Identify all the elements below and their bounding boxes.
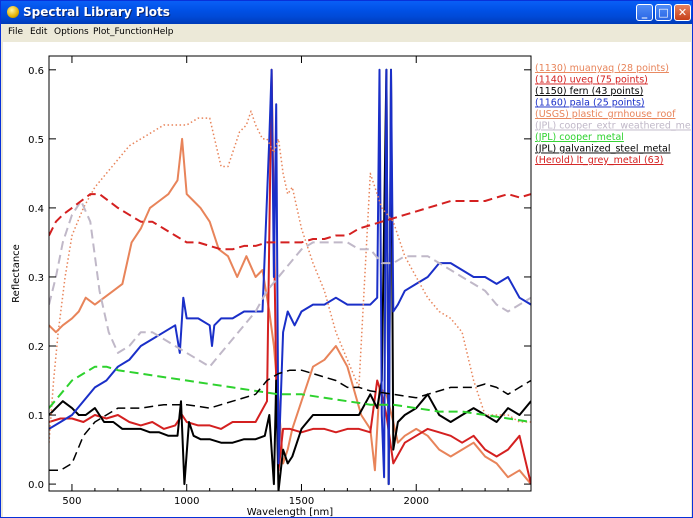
legend-entry-4: (USGS) plastic_grnhouse_roof bbox=[535, 109, 676, 120]
app-icon bbox=[7, 6, 19, 18]
maximize-button[interactable]: □ bbox=[655, 4, 672, 21]
y-tick-label-0: 0.0 bbox=[28, 480, 44, 491]
window-title: Spectral Library Plots bbox=[23, 5, 170, 19]
x-tick-label-1: 1000 bbox=[174, 496, 199, 507]
y-tick-label-4: 0.4 bbox=[28, 204, 44, 215]
minimize-button[interactable]: _ bbox=[636, 4, 653, 21]
series-line-7 bbox=[49, 369, 531, 472]
plot-frame bbox=[48, 55, 532, 492]
menu-help[interactable]: Help bbox=[153, 27, 174, 37]
menu-file[interactable]: File bbox=[8, 27, 24, 37]
series-line-1 bbox=[49, 68, 531, 485]
series-line-6 bbox=[49, 365, 531, 423]
legend-entry-6: (JPL) cooper_metal bbox=[535, 132, 624, 143]
y-tick-label-5: 0.5 bbox=[28, 135, 44, 146]
menu-plot-function[interactable]: Plot_Function bbox=[93, 27, 153, 37]
y-tick-label-3: 0.3 bbox=[28, 273, 44, 284]
spectral-chart[interactable]: 500 1000 1500 2000 0.0 0.1 0.2 0.3 0.4 0.5 0.6 Wave… bbox=[3, 42, 691, 517]
legend-entry-0: (1130) muanyaq (28 points) bbox=[535, 63, 669, 74]
series-line-4 bbox=[49, 110, 531, 443]
y-tick-label-2: 0.2 bbox=[28, 342, 44, 353]
y-axis-label: Reflectance bbox=[11, 244, 22, 303]
y-tick-label-1: 0.1 bbox=[28, 411, 44, 422]
menu-bar: File Edit Options Plot_Function Help bbox=[1, 24, 692, 41]
x-tick-label-3: 2000 bbox=[404, 496, 429, 507]
menu-options[interactable]: Options bbox=[54, 27, 89, 37]
legend-entry-7: (JPL) galvanized_steel_metal bbox=[535, 144, 671, 155]
series-line-8 bbox=[49, 193, 531, 251]
plot-area[interactable]: 500 1000 1500 2000 0.0 0.1 0.2 0.3 0.4 0.5 0.6 Wave… bbox=[3, 42, 691, 517]
legend-entry-8: (Herold) lt_grey_metal (63) bbox=[535, 155, 663, 166]
series-line-5 bbox=[49, 200, 531, 368]
y-tick-label-6: 0.6 bbox=[28, 66, 44, 77]
x-tick-label-0: 500 bbox=[62, 496, 81, 507]
x-tick-label-2: 1500 bbox=[289, 496, 314, 507]
legend-entry-2: (1150) fern (43 points) bbox=[535, 86, 643, 97]
legend-entry-1: (1140) uveq (75 points) bbox=[535, 75, 648, 86]
legend-entry-3: (1160) pala (25 points) bbox=[535, 98, 645, 109]
series-line-2 bbox=[49, 68, 531, 491]
menu-edit[interactable]: Edit bbox=[30, 27, 48, 37]
series-line-0 bbox=[49, 137, 531, 485]
title-bar[interactable]: Spectral Library Plots _ □ ✕ bbox=[1, 1, 692, 24]
series-line-3 bbox=[49, 68, 531, 486]
close-button[interactable]: ✕ bbox=[674, 4, 691, 21]
x-axis-label: Wavelength [nm] bbox=[247, 507, 333, 517]
legend-entry-5: (JPL) cooper_extr_weathered_me bbox=[535, 121, 691, 132]
